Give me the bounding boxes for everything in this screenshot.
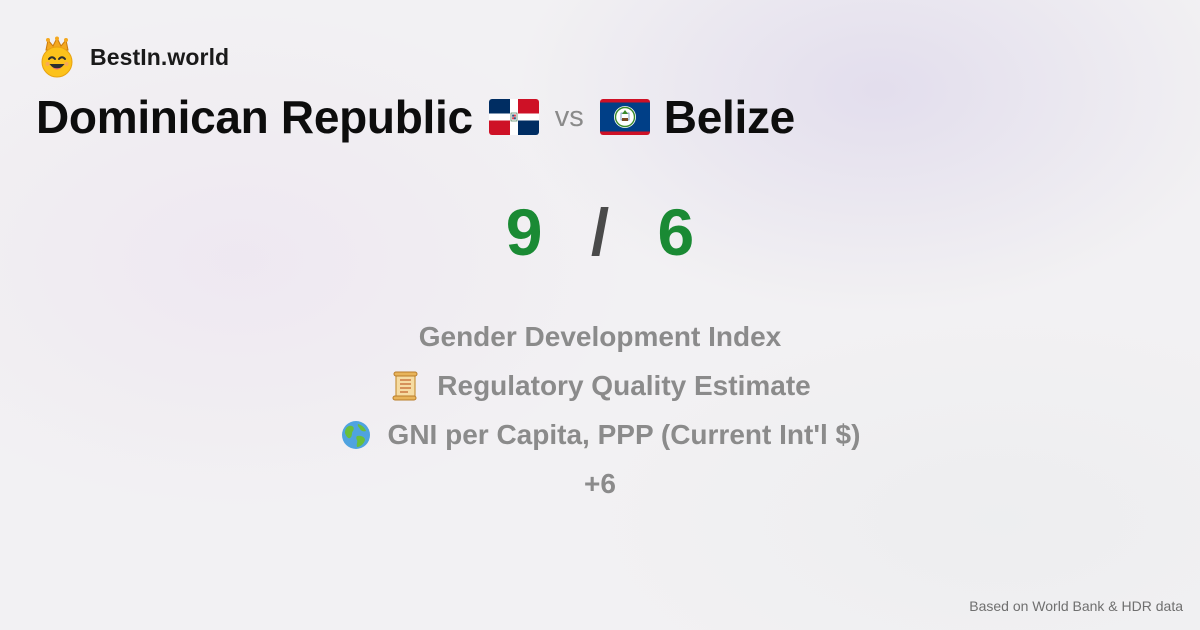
score-country-b: 6: [657, 195, 695, 269]
metric-item: GNI per Capita, PPP (Current Int'l $): [0, 410, 1200, 459]
comparison-title: Dominican Republic vs Belize: [36, 86, 795, 148]
brand[interactable]: BestIn.world: [38, 36, 229, 78]
brand-name: BestIn.world: [90, 43, 230, 70]
more-metrics-count: +6: [584, 467, 616, 499]
score-country-a: 9: [505, 195, 543, 269]
metric-label: Gender Development Index: [418, 320, 782, 352]
belize-flag-icon: [599, 99, 650, 135]
metric-label: GNI per Capita, PPP (Current Int'l $): [387, 418, 861, 450]
data-source-note: Based on World Bank & HDR data: [969, 598, 1183, 614]
scroll-icon: [392, 371, 418, 400]
score: 9 / 6: [0, 192, 1200, 272]
dominican-republic-flag-icon: [488, 99, 539, 135]
metric-item: Gender Development Index: [0, 312, 1200, 361]
vs-label: vs: [554, 100, 584, 133]
country-b-name: Belize: [663, 91, 795, 143]
smiling-king-icon: [41, 36, 73, 78]
globe-icon: [341, 420, 370, 449]
score-separator: /: [590, 195, 610, 269]
metric-item: Regulatory Quality Estimate: [0, 361, 1200, 410]
metric-label: Regulatory Quality Estimate: [437, 369, 811, 401]
country-a-name: Dominican Republic: [36, 91, 473, 143]
metrics-list: Gender Development Index Regulatory Qual…: [0, 312, 1200, 508]
